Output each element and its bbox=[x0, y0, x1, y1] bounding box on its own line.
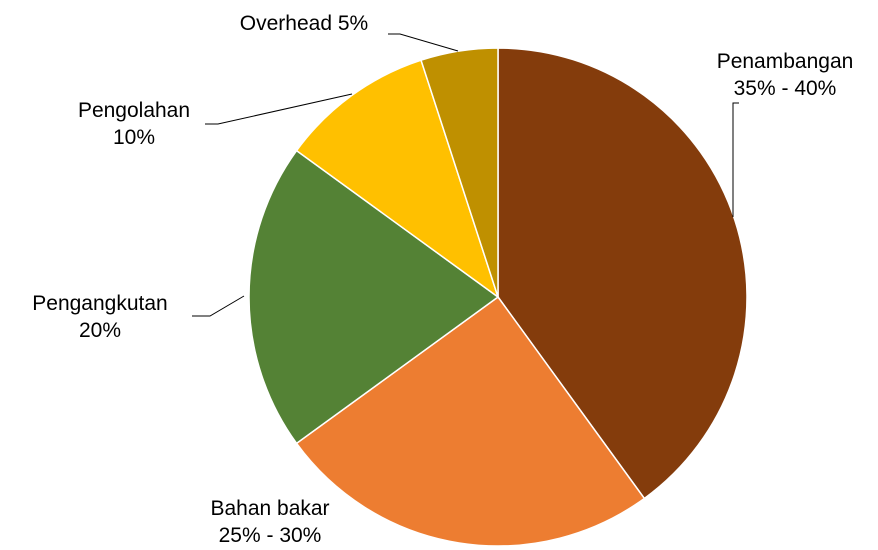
leader-line-pengolahan bbox=[205, 93, 353, 125]
leader-lines bbox=[192, 33, 739, 317]
pie-slice-bahan-bakar bbox=[295, 295, 646, 547]
slice-label-line: 25% - 30% bbox=[219, 524, 322, 547]
slice-label-penambangan: Penambangan 35% - 40% bbox=[717, 50, 854, 100]
leader-line-pengangkutan bbox=[192, 295, 245, 317]
slice-label-line: Overhead 5% bbox=[240, 12, 368, 35]
pie-slices bbox=[248, 47, 748, 547]
pie-slice-pengolahan bbox=[295, 59, 500, 299]
slice-label-overhead: Overhead 5% bbox=[240, 12, 368, 35]
slice-label-line: 35% - 40% bbox=[734, 77, 837, 100]
slice-label-line: 10% bbox=[113, 126, 155, 149]
leader-line-overhead bbox=[388, 33, 459, 52]
pie-slice-penambangan bbox=[497, 47, 748, 500]
slice-labels: Penambangan 35% - 40% Bahan bakar 25% - 30%… bbox=[32, 12, 853, 547]
slice-label-line: Pengolahan bbox=[78, 99, 190, 122]
slice-label-line: Penambangan bbox=[717, 50, 854, 73]
slice-label-pengolahan: Pengolahan 10% bbox=[78, 99, 190, 149]
leader-line-penambangan bbox=[732, 102, 739, 217]
pie-slice-pengangkutan bbox=[248, 149, 500, 445]
pie-slice-overhead bbox=[420, 47, 499, 298]
slice-label-line: 20% bbox=[79, 319, 121, 342]
slice-label-pengangkutan: Pengangkutan 20% bbox=[32, 292, 167, 342]
slice-label-line: Bahan bakar bbox=[210, 497, 329, 520]
slice-label-line: Pengangkutan bbox=[32, 292, 167, 315]
slice-label-bahan-bakar: Bahan bakar 25% - 30% bbox=[210, 497, 329, 547]
